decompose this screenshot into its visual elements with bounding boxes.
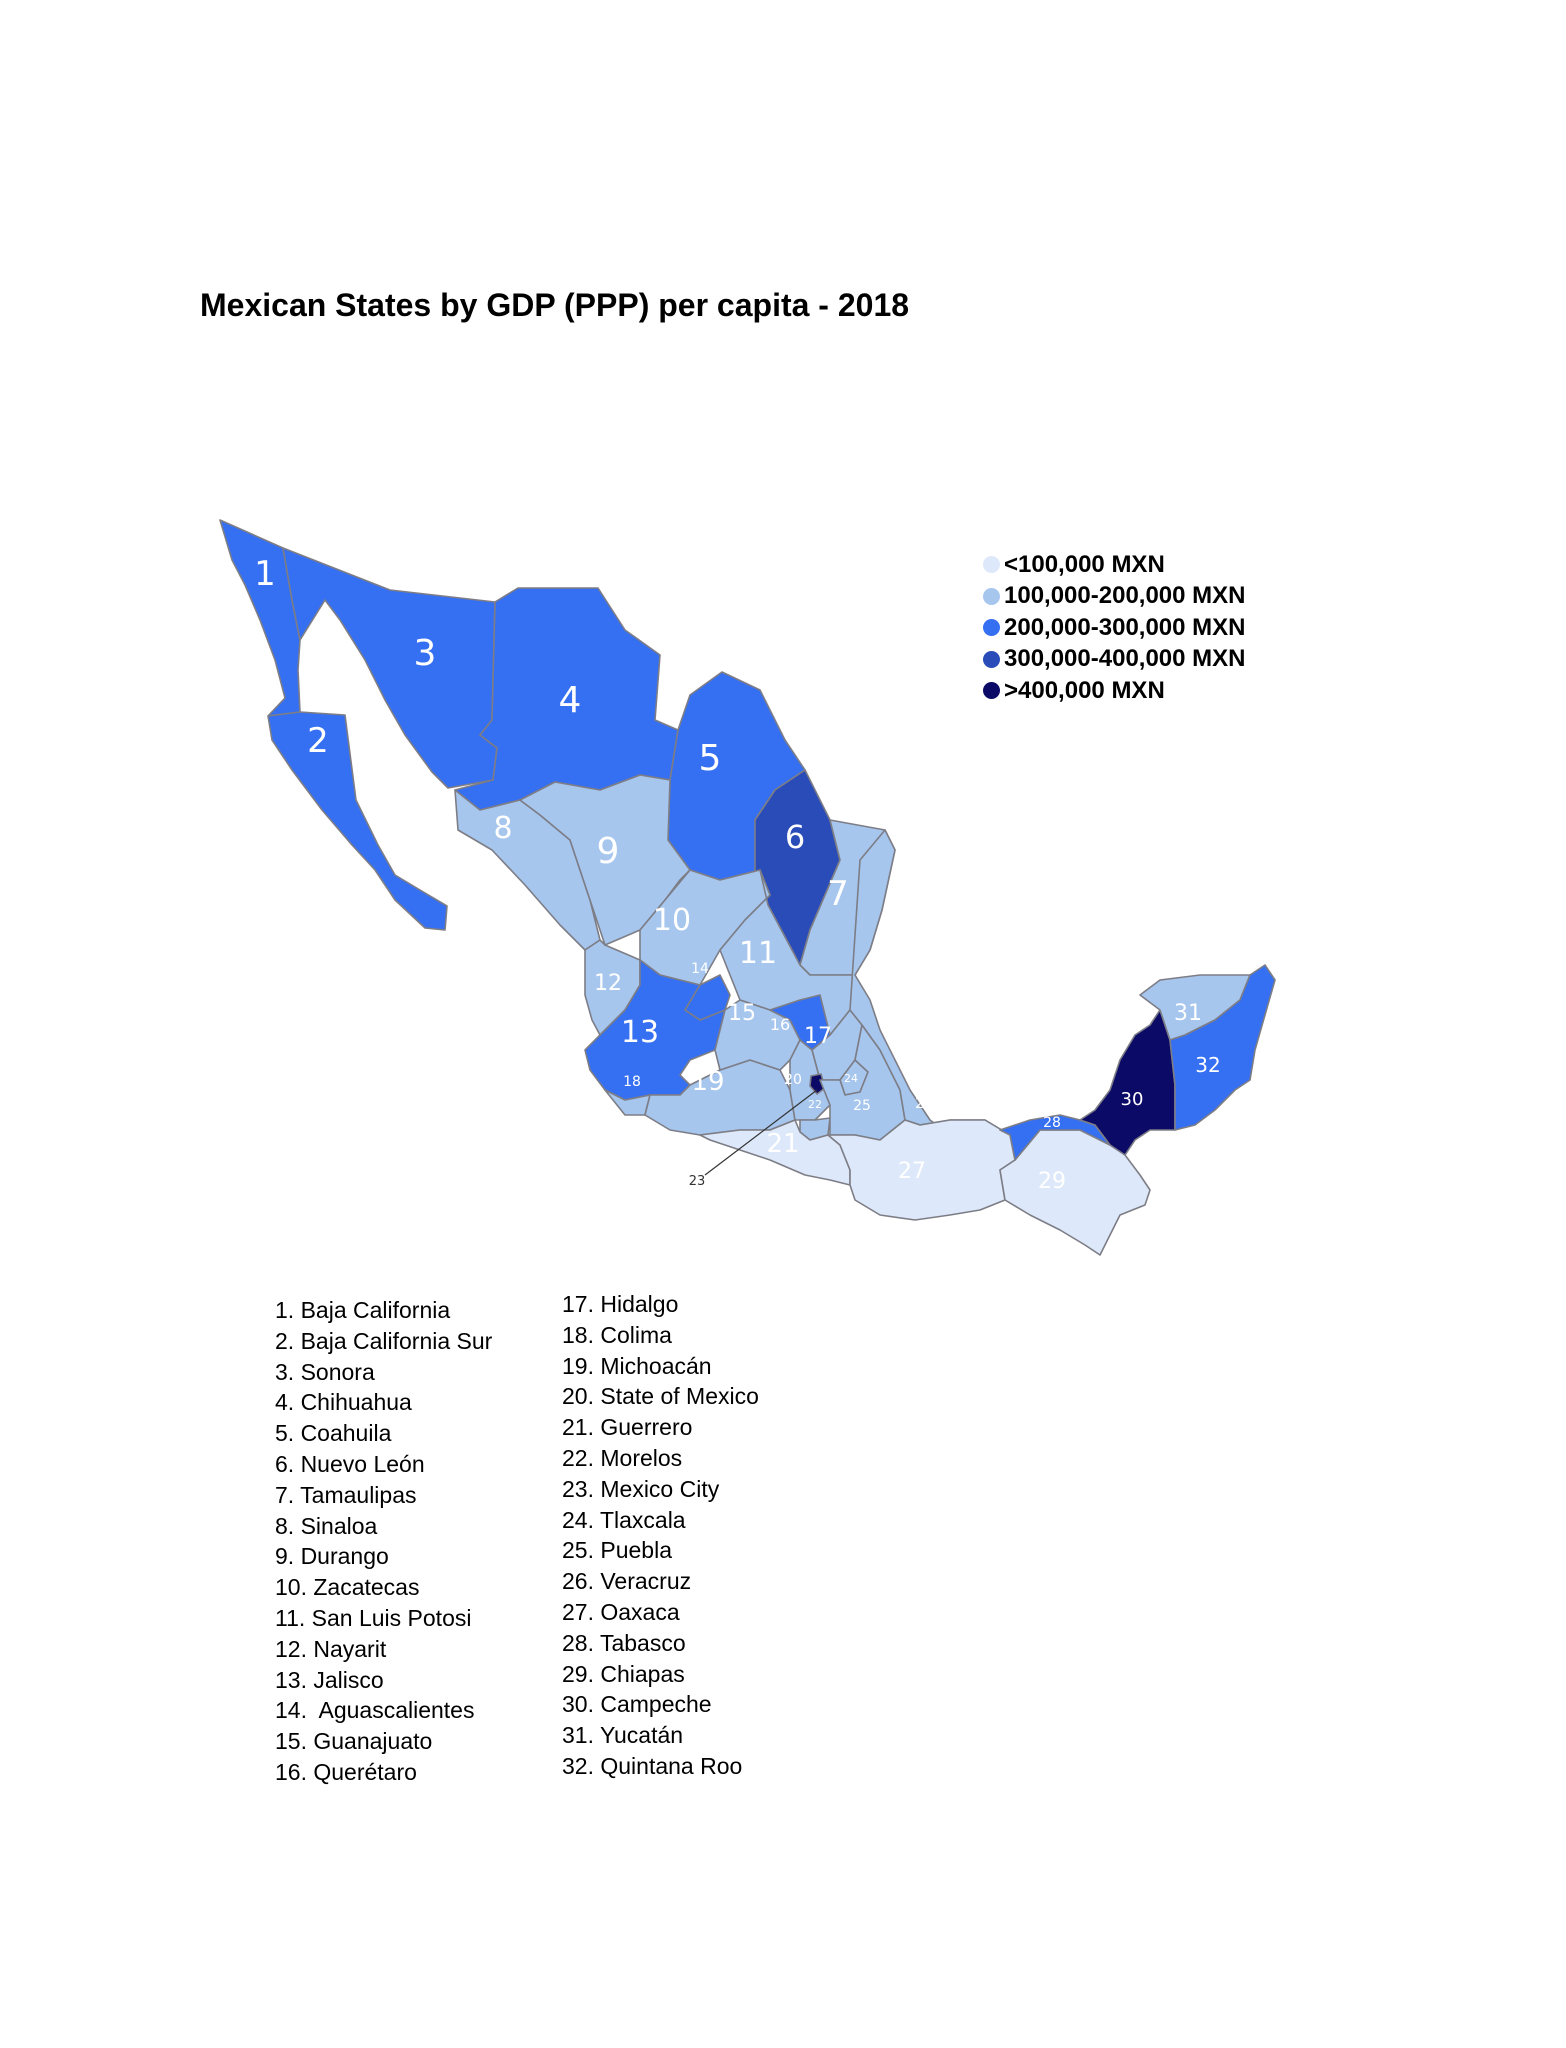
- list-item: 2. Baja California Sur: [275, 1327, 493, 1354]
- legend-item-200-300k: 200,000-300,000 MXN: [983, 612, 1246, 644]
- list-item: 27. Oaxaca: [562, 1598, 680, 1625]
- map-label-11: 11: [739, 936, 777, 971]
- list-item: 9. Durango: [275, 1543, 389, 1570]
- map-label-29: 29: [1038, 1169, 1066, 1194]
- list-item: 13. Jalisco: [275, 1666, 384, 1693]
- legend-label: >400,000 MXN: [1004, 676, 1165, 704]
- list-item: 15. Guanajuato: [275, 1728, 433, 1755]
- list-item: 17. Hidalgo: [562, 1291, 679, 1317]
- map-label-32: 32: [1195, 1053, 1220, 1077]
- list-item: 5. Coahuila: [275, 1420, 392, 1447]
- map-label-14: 14: [691, 961, 709, 977]
- state-aguascalientes: [684, 974, 731, 1021]
- map-label-7: 7: [827, 874, 849, 914]
- list-item: 7. Tamaulipas: [275, 1481, 417, 1508]
- map-label-6: 6: [785, 818, 805, 856]
- list-item: 26. Veracruz: [562, 1568, 692, 1595]
- list-item: 30. Campeche: [562, 1691, 712, 1718]
- list-item: 11. San Luis Potosi: [275, 1604, 472, 1631]
- legend-swatch: [983, 682, 1000, 700]
- state-quintana-roo: [1169, 964, 1276, 1131]
- map-label-26: 26: [915, 1096, 933, 1112]
- map-label-28: 28: [1043, 1115, 1061, 1131]
- map-label-24: 24: [844, 1072, 858, 1085]
- legend-swatch: [983, 650, 1000, 668]
- list-item: 3. Sonora: [275, 1358, 375, 1385]
- map-label-10: 10: [653, 903, 691, 938]
- map-label-19: 19: [691, 1067, 724, 1097]
- list-item: 1. Baja California: [275, 1297, 451, 1323]
- list-item: 10. Zacatecas: [275, 1574, 420, 1601]
- map-label-25: 25: [853, 1098, 871, 1114]
- map-label-9: 9: [597, 831, 620, 872]
- list-item: 6. Nuevo León: [275, 1450, 425, 1477]
- legend-label: 200,000-300,000 MXN: [1004, 613, 1246, 641]
- map-legend: <100,000 MXN 100,000-200,000 MXN 200,000…: [983, 549, 1246, 707]
- state-baja-california-sur: [267, 711, 448, 931]
- map-label-27: 27: [898, 1159, 926, 1184]
- legend-label: 100,000-200,000 MXN: [1004, 582, 1246, 610]
- list-item: 24. Tlaxcala: [562, 1506, 686, 1533]
- leader-line-23: [704, 1089, 818, 1176]
- legend-label: <100,000 MXN: [1004, 550, 1165, 578]
- map-label-31: 31: [1174, 1001, 1202, 1026]
- map-label-23: 23: [689, 1174, 706, 1189]
- list-item: 18. Colima: [562, 1321, 672, 1348]
- list-item: 4. Chihuahua: [275, 1389, 412, 1416]
- map-label-22: 22: [808, 1098, 822, 1111]
- legend-item-300-400k: 300,000-400,000 MXN: [983, 644, 1246, 676]
- state-list-right: 17. Hidalgo 18. Colima 19. Michoacán 20.…: [562, 1289, 759, 1782]
- legend-label: 300,000-400,000 MXN: [1004, 645, 1246, 673]
- list-item: 23. Mexico City: [562, 1475, 720, 1502]
- legend-swatch: [983, 587, 1000, 605]
- map-label-30: 30: [1121, 1089, 1144, 1110]
- legend-swatch: [983, 619, 1000, 637]
- list-item: 29. Chiapas: [562, 1660, 685, 1687]
- map-label-17: 17: [804, 1024, 832, 1049]
- map-label-12: 12: [594, 971, 622, 996]
- state-mexico-city: [809, 1073, 826, 1095]
- list-item: 8. Sinaloa: [275, 1512, 378, 1539]
- legend-item-100-200k: 100,000-200,000 MXN: [983, 581, 1246, 613]
- map-label-8: 8: [493, 811, 512, 846]
- list-item: 28. Tabasco: [562, 1629, 686, 1656]
- list-item: 14. Aguascalientes: [275, 1697, 475, 1724]
- legend-item-lt100k: <100,000 MXN: [983, 549, 1246, 581]
- list-item: 20. State of Mexico: [562, 1383, 759, 1410]
- map-label-13: 13: [621, 1015, 659, 1050]
- map-label-1: 1: [254, 554, 276, 594]
- list-item: 32. Quintana Roo: [562, 1752, 743, 1779]
- map-label-20: 20: [784, 1072, 802, 1088]
- map-label-18: 18: [623, 1074, 641, 1090]
- map-label-3: 3: [414, 633, 437, 674]
- list-item: 22. Morelos: [562, 1444, 683, 1471]
- map-label-15: 15: [728, 1001, 756, 1026]
- map-label-4: 4: [559, 680, 582, 721]
- legend-swatch: [983, 556, 1000, 574]
- list-item: 25. Puebla: [562, 1537, 672, 1564]
- map-label-21: 21: [766, 1129, 799, 1159]
- list-item: 19. Michoacán: [562, 1352, 712, 1379]
- map-label-group: 1 2 3 4 5 6 7 8 9 10 11 12 13 14 15 16 1…: [254, 554, 1221, 1194]
- list-item: 31. Yucatán: [562, 1722, 684, 1749]
- state-durango: [519, 774, 691, 946]
- map-title: Mexican States by GDP (PPP) per capita -…: [200, 287, 910, 323]
- map-label-5: 5: [699, 738, 722, 779]
- map-label-16: 16: [770, 1015, 790, 1034]
- list-item: 16. Querétaro: [275, 1758, 417, 1785]
- map-label-2: 2: [307, 721, 329, 761]
- legend-item-gt400k: >400,000 MXN: [983, 675, 1246, 707]
- list-item: 12. Nayarit: [275, 1635, 387, 1662]
- state-list-left: 1. Baja California 2. Baja California Su…: [275, 1295, 492, 1788]
- list-item: 21. Guerrero: [562, 1414, 693, 1441]
